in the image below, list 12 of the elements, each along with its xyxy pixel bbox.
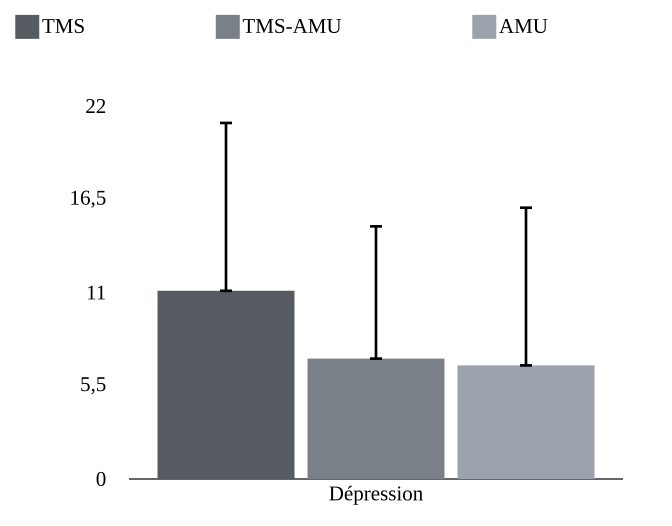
y-tick-label: 0 [96,472,106,486]
bar [458,365,594,479]
y-tick-label: 16,5 [71,190,106,208]
x-tick-label: Dépression [329,486,423,505]
bar [307,358,444,479]
bar [158,290,294,479]
y-tick-label: 11 [88,286,106,300]
legend-label: TMS [42,18,84,34]
y-tick-label: 22 [86,99,106,113]
legend-label: AMU [499,19,548,34]
y-tick-label: 5,5 [81,377,106,394]
legend-label: TMS-AMU [242,18,342,34]
